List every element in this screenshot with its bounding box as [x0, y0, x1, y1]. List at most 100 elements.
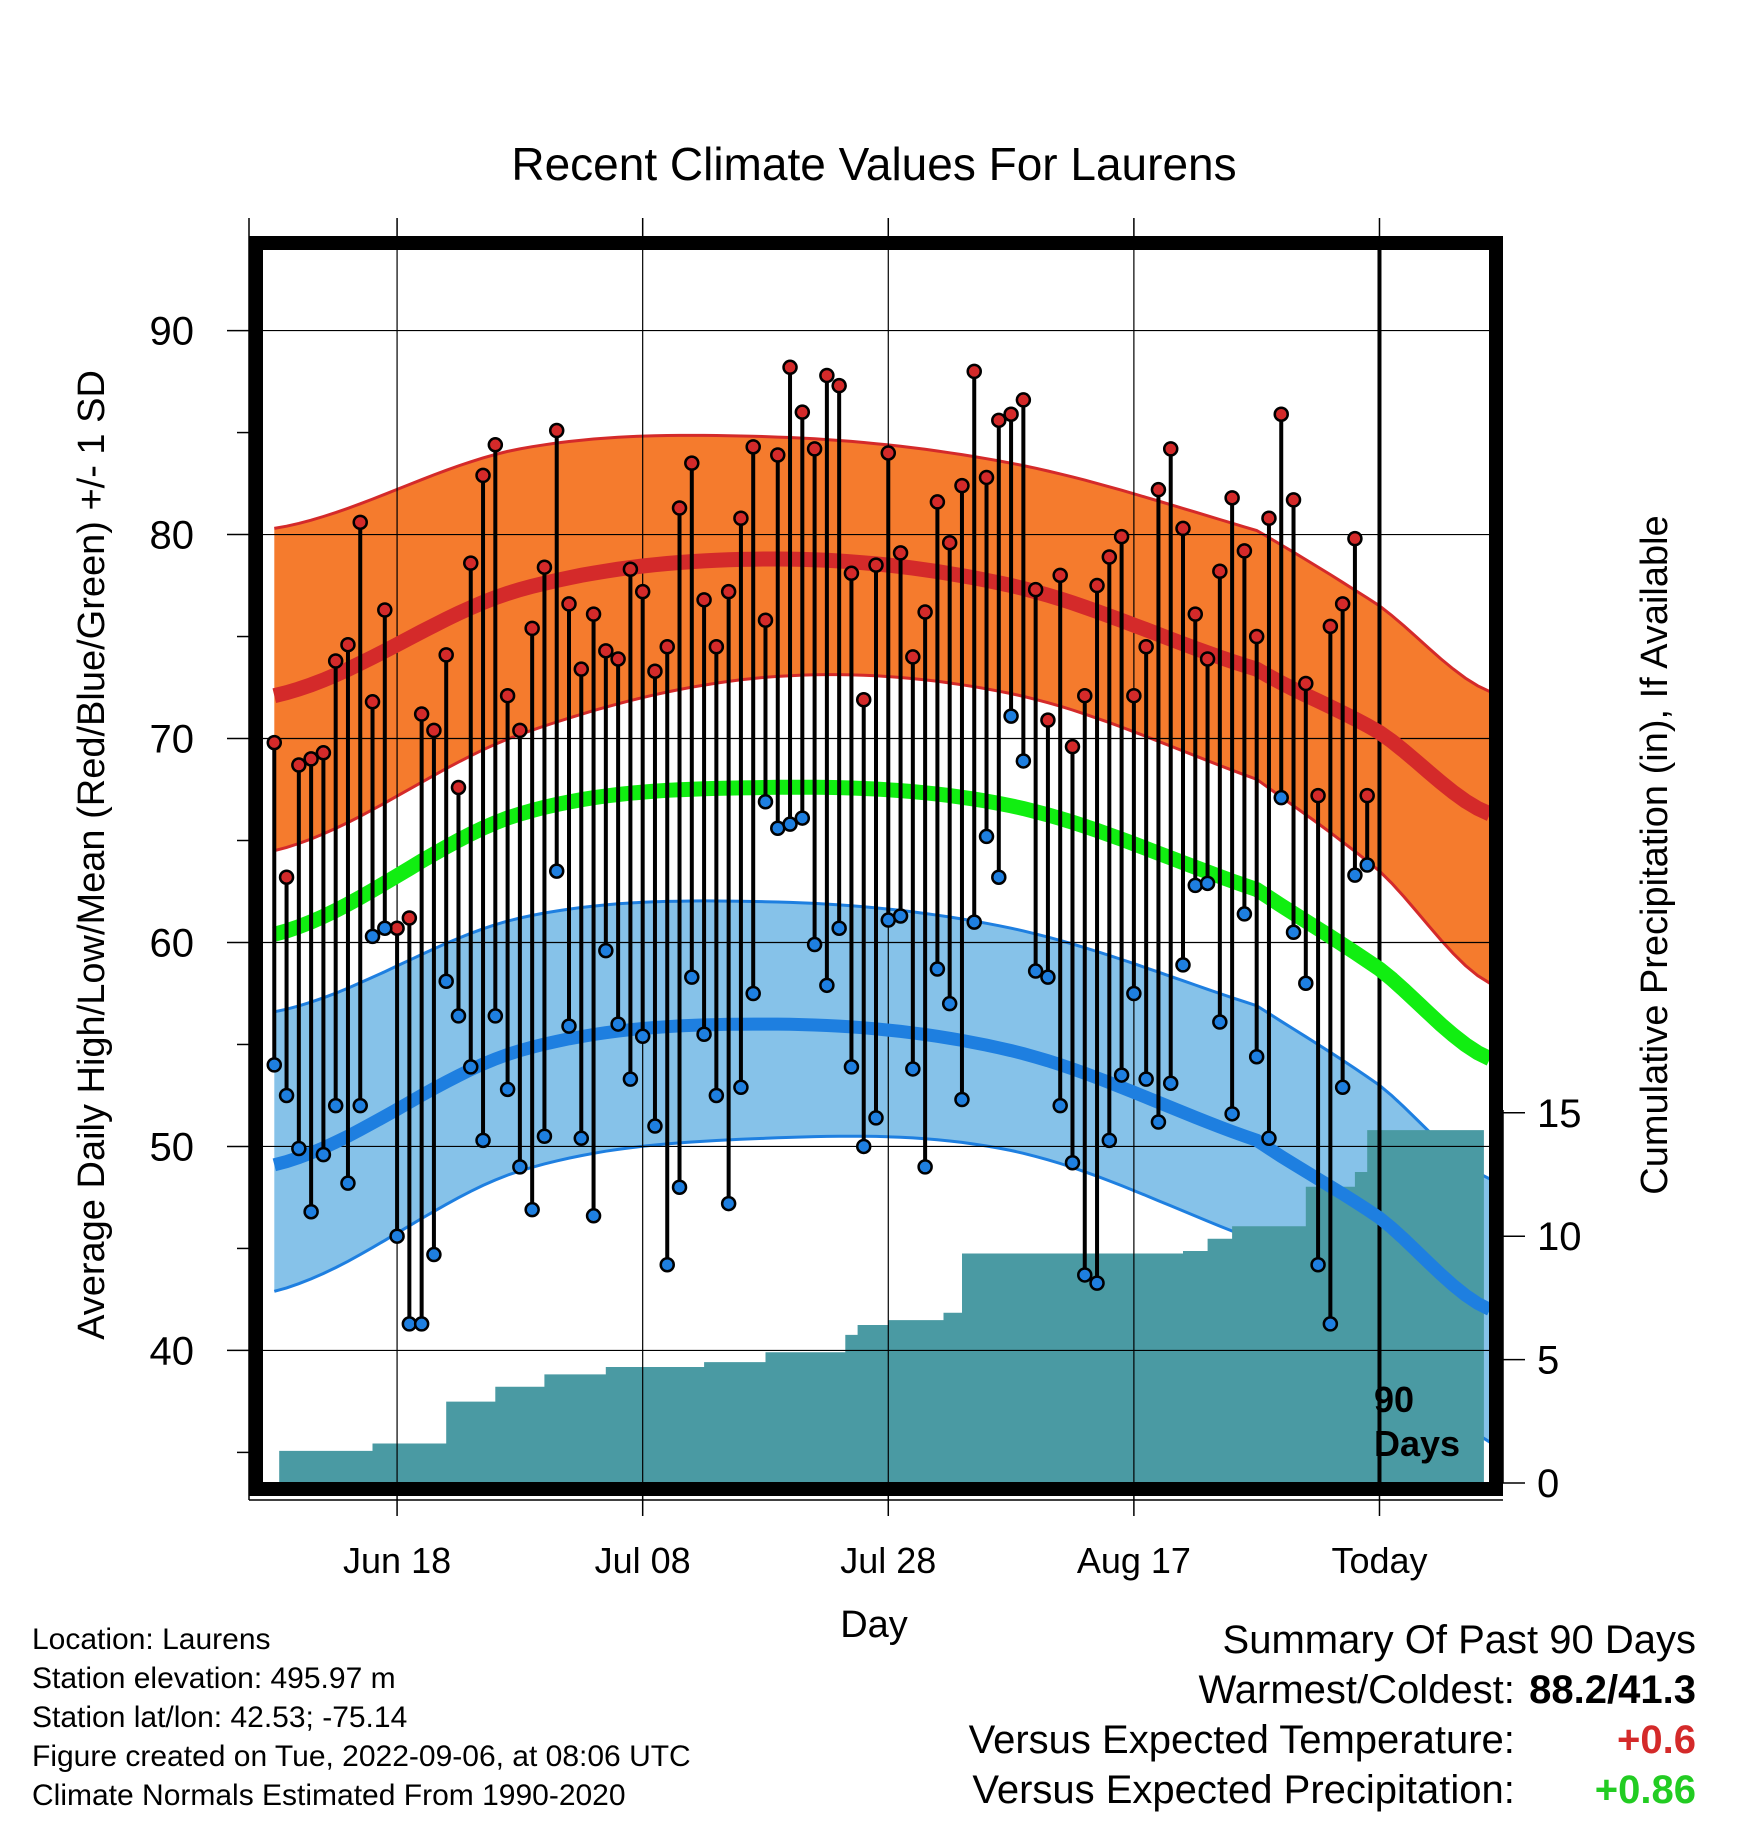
low-point	[463, 1059, 479, 1075]
high-point	[278, 869, 295, 885]
high-point	[892, 545, 909, 561]
temp-value: +0.6	[1617, 1718, 1696, 1762]
high-point	[671, 500, 688, 516]
x-tick-label: Aug 17	[1077, 1540, 1191, 1581]
high-point	[1015, 392, 1032, 408]
y-tick-label: 90	[150, 310, 195, 354]
low-point	[905, 1061, 921, 1077]
low-point	[929, 961, 946, 977]
high-point	[1334, 596, 1351, 612]
high-point	[303, 751, 319, 767]
high-point	[1236, 543, 1253, 559]
low-point	[1040, 969, 1056, 985]
summary-warmest-row: Warmest/Coldest: 88.2/41.3	[796, 1665, 1697, 1715]
low-point	[966, 914, 982, 930]
y2-tick-label: 10	[1537, 1215, 1582, 1259]
low-point	[315, 1146, 332, 1163]
high-point	[291, 757, 307, 773]
low-point	[352, 1097, 368, 1114]
y2-axis-label: Cumulative Precipitation (in), If Availa…	[1634, 515, 1676, 1194]
summary-heading: Summary Of Past 90 Days	[1222, 1618, 1696, 1662]
high-point	[1052, 567, 1068, 584]
high-point	[917, 604, 933, 620]
high-point	[684, 455, 700, 471]
low-point	[499, 1081, 516, 1098]
high-point	[598, 643, 614, 659]
elevation-text: Station elevation: 495.97 m	[32, 1662, 396, 1695]
high-point	[1248, 628, 1265, 645]
low-point	[389, 1228, 405, 1244]
low-point	[794, 810, 811, 826]
low-point	[843, 1059, 860, 1075]
high-point	[1285, 492, 1302, 508]
y-tick-label: 60	[150, 921, 195, 965]
low-point	[1236, 906, 1253, 922]
low-point	[622, 1071, 639, 1087]
high-point	[1199, 651, 1216, 667]
low-point	[1347, 867, 1363, 883]
location-text: Location: Laurens	[32, 1623, 271, 1656]
today-days-label: 90	[1374, 1379, 1414, 1420]
high-point	[1273, 406, 1289, 422]
y2-tick-label: 0	[1537, 1462, 1559, 1506]
cumulative-precip-area	[268, 1130, 1484, 1483]
low-point	[868, 1110, 884, 1126]
high-point	[966, 363, 982, 380]
high-point	[929, 494, 946, 510]
high-point	[450, 779, 467, 796]
high-point	[733, 510, 749, 526]
high-point	[1064, 738, 1081, 755]
high-point	[377, 602, 393, 618]
low-point	[1150, 1114, 1167, 1130]
y2-tick-label: 15	[1537, 1092, 1582, 1136]
high-point	[1113, 528, 1130, 545]
low-point	[1212, 1014, 1228, 1030]
high-point	[941, 534, 958, 551]
low-point	[364, 928, 381, 945]
high-point	[806, 441, 823, 457]
high-point	[843, 565, 860, 582]
high-point	[536, 559, 553, 575]
precip-label: Versus Expected Precipitation:	[972, 1768, 1515, 1812]
low-point	[610, 1016, 626, 1032]
latlon-text: Station lat/lon: 42.53; -75.14	[32, 1701, 408, 1734]
x-axis-label: Day	[840, 1604, 908, 1646]
low-point	[733, 1079, 749, 1096]
low-point	[598, 942, 614, 959]
high-point	[647, 663, 663, 679]
high-point	[1138, 638, 1154, 655]
high-point	[770, 447, 786, 463]
low-point	[1322, 1316, 1339, 1332]
low-point	[634, 1028, 651, 1045]
high-point	[1175, 520, 1191, 537]
low-point	[278, 1087, 295, 1104]
low-point	[647, 1118, 663, 1134]
temp-label: Versus Expected Temperature:	[968, 1718, 1515, 1762]
low-point	[1126, 985, 1142, 1002]
high-point	[819, 367, 835, 384]
high-point	[401, 910, 418, 926]
low-point	[1101, 1132, 1118, 1149]
low-point	[450, 1008, 467, 1024]
low-point	[377, 920, 393, 936]
high-point	[1187, 606, 1204, 622]
low-point	[1003, 708, 1019, 724]
high-point	[978, 469, 995, 486]
high-point	[720, 583, 737, 600]
high-point	[315, 745, 332, 761]
low-point	[991, 869, 1007, 885]
x-tick-label: Today	[1331, 1540, 1427, 1581]
low-point	[1310, 1257, 1326, 1273]
x-tick-label: Jun 18	[343, 1540, 451, 1581]
station-info: Location: Laurens Station elevation: 495…	[32, 1620, 852, 1815]
low-point	[892, 908, 909, 924]
low-point	[1089, 1275, 1105, 1291]
low-point	[1248, 1048, 1265, 1065]
y-tick-label: 70	[150, 718, 195, 762]
high-point	[1077, 687, 1093, 704]
high-point	[561, 596, 577, 612]
high-point	[1040, 712, 1056, 728]
warmest-value: 88.2/41.3	[1529, 1668, 1696, 1712]
y-tick-label: 50	[150, 1125, 195, 1169]
low-point	[659, 1257, 675, 1273]
